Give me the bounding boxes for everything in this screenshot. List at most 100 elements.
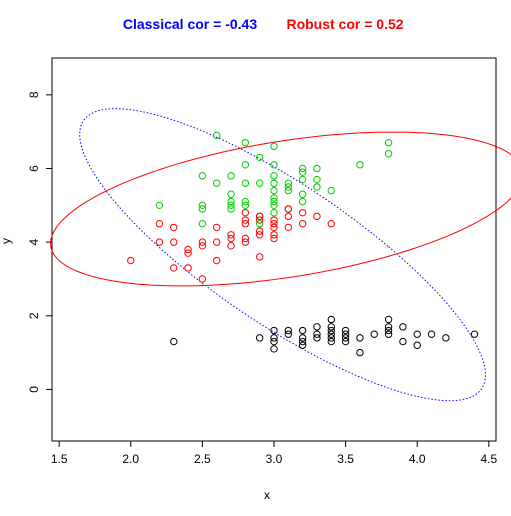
data-point: [327, 220, 335, 228]
data-point: [270, 186, 278, 195]
data-point: [399, 323, 407, 331]
data-point: [213, 131, 221, 140]
data-point: [284, 186, 293, 195]
data-point: [270, 326, 278, 335]
data-point: [213, 256, 221, 265]
data-point: [127, 256, 135, 265]
data-point: [198, 238, 207, 246]
data-point: [384, 315, 393, 324]
data-point: [255, 212, 264, 221]
data-point: [298, 168, 307, 176]
data-point: [198, 275, 207, 283]
data-point: [298, 334, 307, 342]
data-point: [270, 231, 278, 239]
data-point: [270, 337, 278, 346]
data-point: [270, 194, 278, 202]
data-point: [356, 334, 364, 342]
data-point: [270, 220, 278, 228]
data-point: [284, 330, 293, 338]
data-point: [184, 249, 192, 257]
data-point: [356, 348, 364, 357]
data-point: [255, 253, 264, 261]
data-point: [313, 183, 321, 191]
title-classical: Classical cor = -0.43: [123, 16, 257, 32]
data-point: [313, 175, 321, 184]
data-point: [284, 179, 293, 187]
data-point: [270, 142, 278, 151]
data-point: [241, 238, 250, 246]
data-point: [270, 197, 278, 206]
data-point: [384, 139, 393, 147]
data-point: [327, 330, 335, 338]
data-point: [327, 326, 335, 335]
x-tick-label: 2.5: [194, 452, 211, 466]
x-tick-label: 4.0: [409, 452, 426, 466]
x-tick-label: 3.0: [266, 452, 283, 466]
robust-ellipse: [50, 131, 511, 287]
data-point: [298, 175, 307, 184]
data-point: [413, 330, 421, 338]
data-point: [384, 150, 393, 158]
data-point: [227, 231, 235, 239]
data-point: [327, 334, 335, 342]
data-point: [170, 238, 178, 246]
data-point: [270, 161, 278, 169]
data-point: [241, 216, 250, 224]
data-point: [255, 153, 264, 162]
data-point: [255, 216, 264, 224]
y-tick-label: 2: [27, 312, 41, 319]
data-point: [313, 323, 321, 331]
x-tick-label: 1.5: [51, 452, 68, 466]
data-point: [170, 264, 178, 272]
data-point: [313, 334, 321, 342]
data-point: [298, 341, 307, 349]
data-point: [298, 190, 307, 198]
data-point: [384, 326, 393, 335]
data-point: [184, 264, 192, 272]
data-point: [241, 179, 250, 187]
data-point: [241, 139, 250, 147]
data-point: [241, 220, 250, 228]
data-point: [442, 334, 450, 342]
data-point: [327, 315, 335, 324]
data-point: [313, 330, 321, 338]
data-point: [270, 216, 278, 224]
y-axis-label: y: [0, 238, 13, 244]
data-point: [184, 245, 192, 254]
data-point: [241, 234, 250, 243]
data-point: [198, 201, 207, 210]
data-point: [341, 337, 350, 346]
data-point: [170, 337, 178, 346]
data-point: [255, 227, 264, 235]
data-point: [227, 205, 235, 213]
data-point: [227, 190, 235, 198]
axes: 1.5 2.0 2.5 3.0 3.5 4.0 4.5 0 2 4 6 8: [27, 91, 498, 466]
data-point: [198, 242, 207, 250]
data-point: [241, 197, 250, 206]
data-point: [284, 326, 293, 335]
data-point: [470, 330, 479, 338]
x-tick-label: 3.5: [337, 452, 354, 466]
data-point: [213, 179, 221, 187]
data-point: [284, 205, 293, 213]
data-point: [227, 242, 235, 250]
y-tick-label: 6: [27, 165, 41, 172]
data-point: [270, 345, 278, 353]
data-point: [255, 220, 264, 228]
y-tick-label: 4: [27, 238, 41, 245]
data-point: [241, 208, 250, 217]
data-point: [255, 179, 264, 187]
title-robust: Robust cor = 0.52: [286, 16, 403, 32]
data-point: [255, 231, 264, 239]
x-tick-label: 2.0: [122, 452, 139, 466]
data-point: [298, 164, 307, 173]
data-point: [413, 341, 421, 349]
data-point: [427, 330, 436, 338]
data-point: [298, 220, 307, 228]
data-point: [399, 337, 407, 346]
ellipses: [50, 108, 511, 402]
data-point: [313, 164, 321, 173]
data-point: [270, 201, 278, 210]
data-point: [370, 330, 378, 338]
